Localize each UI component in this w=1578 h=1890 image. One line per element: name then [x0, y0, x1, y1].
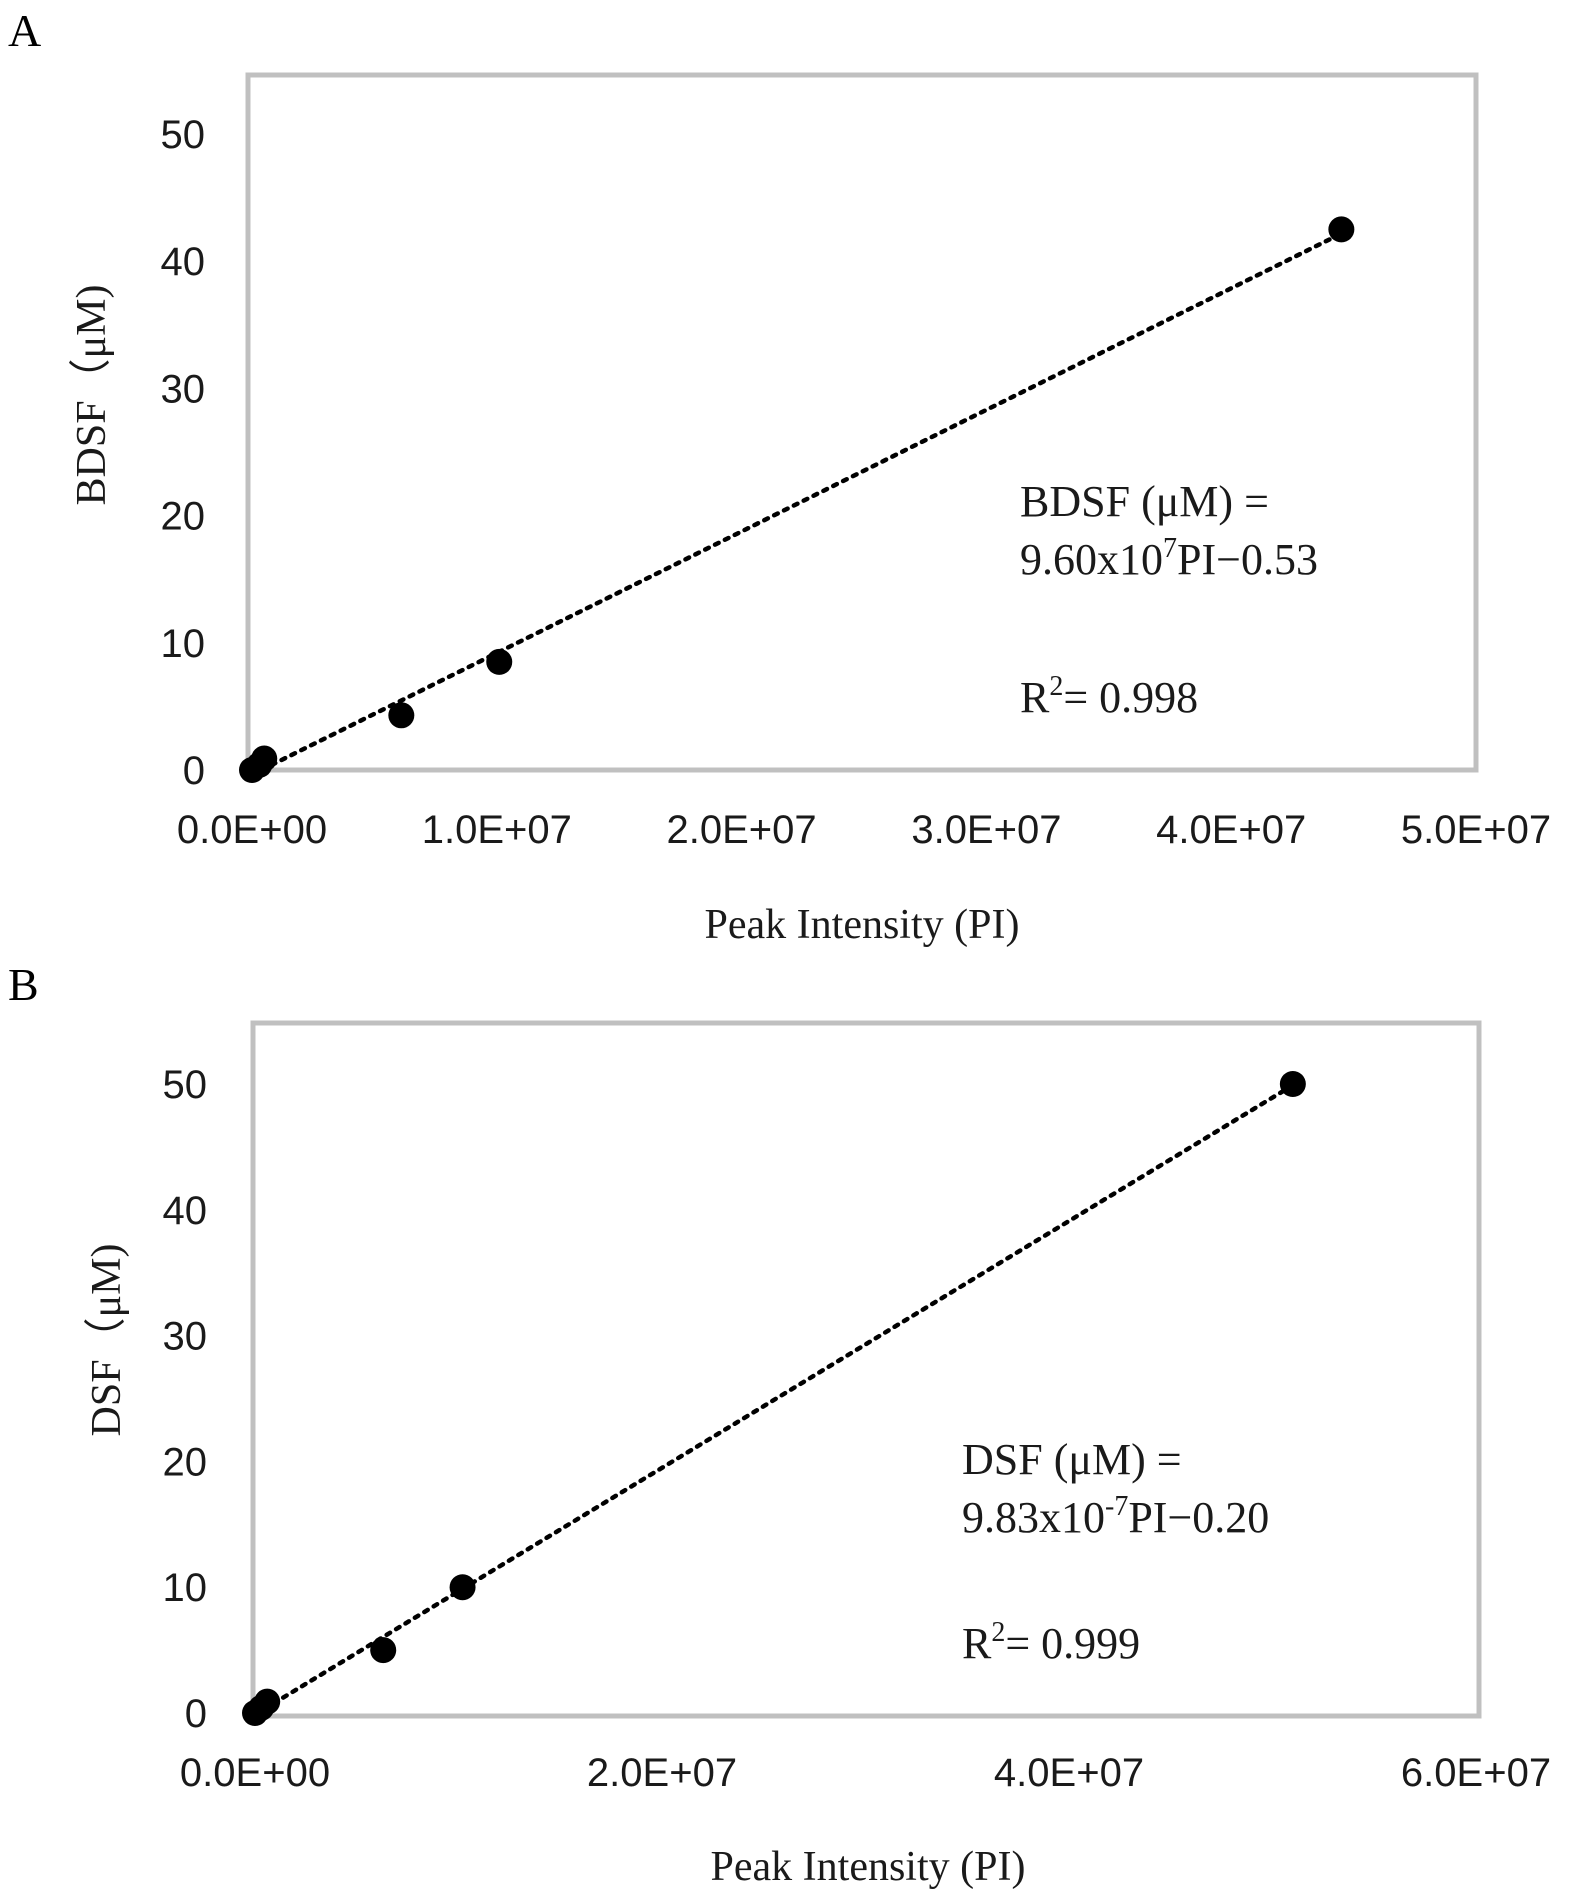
- panel-b-y-axis-title: DSF（μM): [84, 1244, 130, 1437]
- y-tick-label: 20: [161, 495, 206, 539]
- x-tick-label: 6.0E+07: [1401, 1751, 1551, 1795]
- y-tick-label: 30: [161, 367, 206, 411]
- panel-a-data-points: [239, 216, 1355, 783]
- panel-b: B 0 10 20 30 40 50 0.0E+00 2.0E+07 4.0E+07 6.0E+…: [8, 959, 1551, 1890]
- trendline: [252, 1082, 1296, 1717]
- data-point: [388, 702, 415, 729]
- y-tick-label: 50: [163, 1063, 208, 1107]
- panel-b-letter: B: [8, 959, 39, 1010]
- y-tick-label: 40: [161, 240, 206, 284]
- panel-b-x-tick-labels: 0.0E+00 2.0E+07 4.0E+07 6.0E+07: [180, 1751, 1551, 1795]
- panel-b-plot-frame: [250, 1020, 1482, 1719]
- y-tick-label: 30: [163, 1315, 208, 1359]
- x-tick-label: 3.0E+07: [911, 808, 1061, 852]
- x-tick-label: 1.0E+07: [422, 808, 572, 852]
- panel-a-equation-line2: 9.60x107PI−0.53: [1020, 533, 1318, 584]
- panel-a-equation-line1: BDSF (μM) =: [1020, 477, 1269, 526]
- y-tick-label: 40: [163, 1189, 208, 1233]
- panel-b-y-tick-labels: 0 10 20 30 40 50: [163, 1063, 208, 1736]
- y-tick-label: 0: [185, 1692, 207, 1736]
- x-tick-label: 4.0E+07: [1156, 808, 1306, 852]
- y-tick-label: 0: [183, 749, 205, 793]
- data-point: [1328, 216, 1355, 243]
- panel-b-data-points: [242, 1071, 1306, 1726]
- trendline: [249, 231, 1344, 777]
- panel-b-x-axis-title: Peak Intensity (PI): [711, 1844, 1026, 1890]
- data-point: [449, 1574, 476, 1601]
- panel-a-plot-frame: [245, 72, 1479, 773]
- panel-a-y-axis-title: BDSF（μM): [69, 285, 115, 506]
- panel-a-x-axis-title: Peak Intensity (PI): [705, 902, 1020, 948]
- data-point: [370, 1637, 397, 1664]
- y-tick-label: 20: [163, 1440, 208, 1484]
- data-point: [1279, 1071, 1306, 1097]
- panel-a-y-tick-labels: 0 10 20 30 40 50: [161, 113, 206, 793]
- x-tick-label: 4.0E+07: [994, 1751, 1144, 1795]
- panel-a-x-tick-labels: 0.0E+00 1.0E+07 2.0E+07 3.0E+07 4.0E+07 5.0E+…: [177, 808, 1551, 852]
- y-tick-label: 10: [161, 622, 206, 666]
- x-tick-label: 5.0E+07: [1401, 808, 1551, 852]
- panel-b-equation-line1: DSF (μM) =: [962, 1435, 1182, 1484]
- panel-b-trendline-group: [252, 1082, 1296, 1717]
- panel-a-letter: A: [8, 5, 41, 56]
- x-tick-label: 0.0E+00: [177, 808, 327, 852]
- data-point: [486, 648, 513, 675]
- y-tick-label: 10: [163, 1566, 208, 1610]
- data-point: [251, 745, 278, 772]
- panel-a-trendline-group: [249, 231, 1344, 777]
- x-tick-label: 2.0E+07: [587, 1751, 737, 1795]
- x-tick-label: 0.0E+00: [180, 1751, 330, 1795]
- x-tick-label: 2.0E+07: [667, 808, 817, 852]
- panel-a-r-squared: R2= 0.998: [1020, 671, 1198, 722]
- panel-b-r-squared: R2= 0.999: [962, 1617, 1140, 1668]
- panel-a: A 0 10 20 30 40 50 0.0E+00 1.0E+07 2.0E+07 3.0E+…: [8, 5, 1551, 948]
- panel-b-equation-line2: 9.83x10-7PI−0.20: [962, 1491, 1269, 1542]
- data-point: [254, 1688, 281, 1715]
- y-tick-label: 50: [161, 113, 206, 157]
